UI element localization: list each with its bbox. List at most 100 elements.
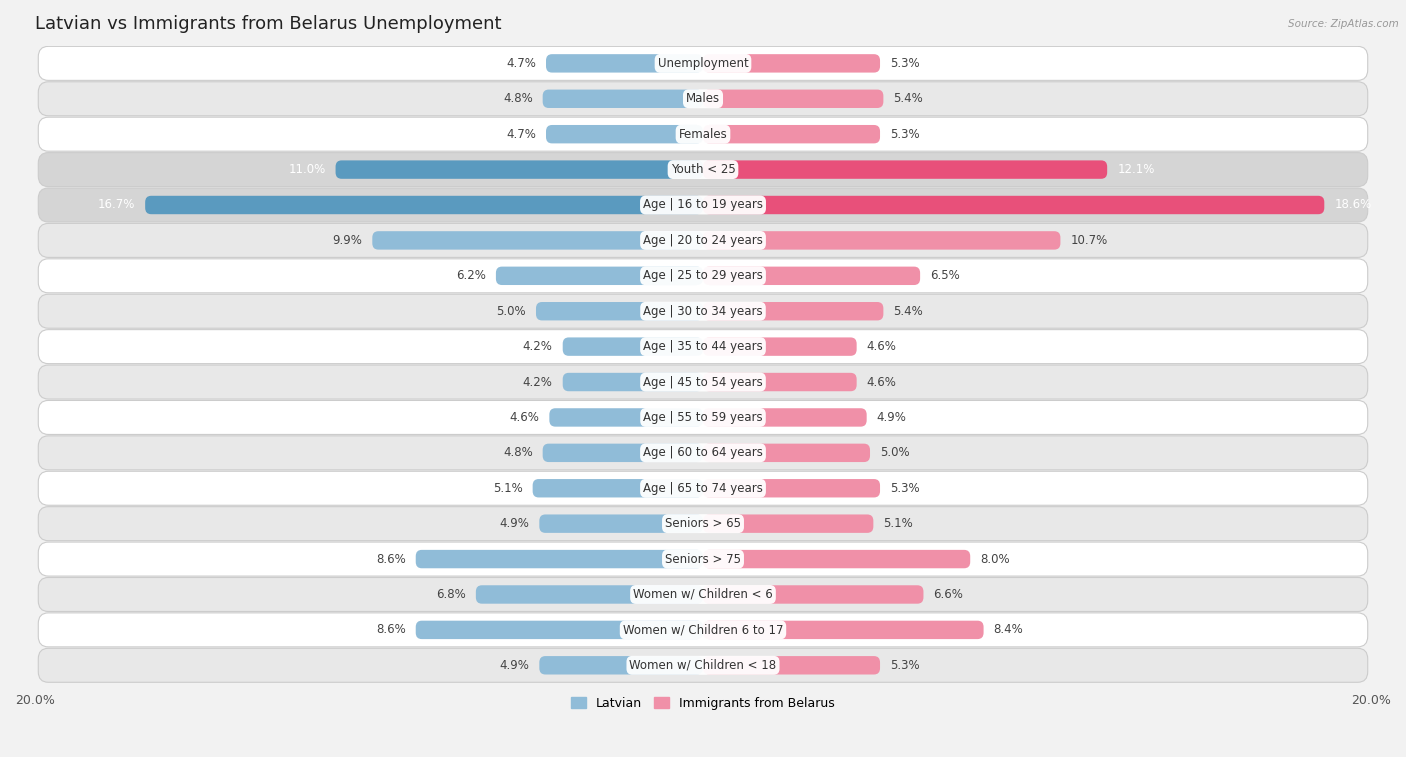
FancyBboxPatch shape bbox=[336, 160, 703, 179]
FancyBboxPatch shape bbox=[38, 82, 1368, 116]
Text: 10.7%: 10.7% bbox=[1070, 234, 1108, 247]
Text: 5.3%: 5.3% bbox=[890, 481, 920, 495]
FancyBboxPatch shape bbox=[703, 408, 866, 427]
Text: 8.6%: 8.6% bbox=[375, 553, 406, 565]
Text: 5.0%: 5.0% bbox=[880, 447, 910, 459]
FancyBboxPatch shape bbox=[546, 55, 703, 73]
Text: 5.1%: 5.1% bbox=[883, 517, 912, 530]
FancyBboxPatch shape bbox=[38, 648, 1368, 682]
FancyBboxPatch shape bbox=[38, 117, 1368, 151]
Text: Women w/ Children < 6: Women w/ Children < 6 bbox=[633, 588, 773, 601]
Text: 4.6%: 4.6% bbox=[866, 340, 897, 353]
Text: 4.2%: 4.2% bbox=[523, 340, 553, 353]
FancyBboxPatch shape bbox=[703, 338, 856, 356]
FancyBboxPatch shape bbox=[38, 153, 1368, 186]
Text: 5.3%: 5.3% bbox=[890, 57, 920, 70]
FancyBboxPatch shape bbox=[550, 408, 703, 427]
FancyBboxPatch shape bbox=[38, 472, 1368, 505]
Text: 4.7%: 4.7% bbox=[506, 57, 536, 70]
Text: 6.6%: 6.6% bbox=[934, 588, 963, 601]
Text: 6.5%: 6.5% bbox=[931, 269, 960, 282]
Legend: Latvian, Immigrants from Belarus: Latvian, Immigrants from Belarus bbox=[565, 692, 841, 715]
Text: 8.0%: 8.0% bbox=[980, 553, 1010, 565]
FancyBboxPatch shape bbox=[38, 506, 1368, 540]
Text: Age | 25 to 29 years: Age | 25 to 29 years bbox=[643, 269, 763, 282]
Text: Women w/ Children < 18: Women w/ Children < 18 bbox=[630, 659, 776, 671]
Text: 5.0%: 5.0% bbox=[496, 305, 526, 318]
Text: 6.2%: 6.2% bbox=[456, 269, 486, 282]
Text: 4.6%: 4.6% bbox=[509, 411, 540, 424]
FancyBboxPatch shape bbox=[536, 302, 703, 320]
Text: 5.4%: 5.4% bbox=[893, 305, 924, 318]
Text: 4.9%: 4.9% bbox=[499, 659, 529, 671]
FancyBboxPatch shape bbox=[540, 656, 703, 674]
Text: 5.3%: 5.3% bbox=[890, 659, 920, 671]
Text: Seniors > 75: Seniors > 75 bbox=[665, 553, 741, 565]
FancyBboxPatch shape bbox=[38, 542, 1368, 576]
FancyBboxPatch shape bbox=[703, 231, 1060, 250]
Text: Age | 35 to 44 years: Age | 35 to 44 years bbox=[643, 340, 763, 353]
Text: 4.6%: 4.6% bbox=[866, 375, 897, 388]
FancyBboxPatch shape bbox=[145, 196, 703, 214]
Text: 5.3%: 5.3% bbox=[890, 128, 920, 141]
FancyBboxPatch shape bbox=[38, 188, 1368, 222]
FancyBboxPatch shape bbox=[533, 479, 703, 497]
Text: Latvian vs Immigrants from Belarus Unemployment: Latvian vs Immigrants from Belarus Unemp… bbox=[35, 15, 502, 33]
FancyBboxPatch shape bbox=[703, 550, 970, 569]
FancyBboxPatch shape bbox=[703, 89, 883, 108]
Text: 12.1%: 12.1% bbox=[1118, 163, 1154, 176]
FancyBboxPatch shape bbox=[543, 444, 703, 462]
FancyBboxPatch shape bbox=[703, 621, 984, 639]
FancyBboxPatch shape bbox=[373, 231, 703, 250]
FancyBboxPatch shape bbox=[416, 621, 703, 639]
Text: 4.8%: 4.8% bbox=[503, 92, 533, 105]
Text: 4.2%: 4.2% bbox=[523, 375, 553, 388]
FancyBboxPatch shape bbox=[38, 436, 1368, 470]
Text: Source: ZipAtlas.com: Source: ZipAtlas.com bbox=[1288, 19, 1399, 29]
Text: Age | 45 to 54 years: Age | 45 to 54 years bbox=[643, 375, 763, 388]
FancyBboxPatch shape bbox=[703, 373, 856, 391]
Text: 4.8%: 4.8% bbox=[503, 447, 533, 459]
FancyBboxPatch shape bbox=[38, 400, 1368, 435]
FancyBboxPatch shape bbox=[38, 294, 1368, 329]
FancyBboxPatch shape bbox=[703, 266, 920, 285]
FancyBboxPatch shape bbox=[38, 365, 1368, 399]
Text: Age | 60 to 64 years: Age | 60 to 64 years bbox=[643, 447, 763, 459]
Text: Age | 65 to 74 years: Age | 65 to 74 years bbox=[643, 481, 763, 495]
FancyBboxPatch shape bbox=[38, 613, 1368, 647]
Text: Males: Males bbox=[686, 92, 720, 105]
Text: Seniors > 65: Seniors > 65 bbox=[665, 517, 741, 530]
Text: 5.4%: 5.4% bbox=[893, 92, 924, 105]
FancyBboxPatch shape bbox=[562, 338, 703, 356]
Text: 18.6%: 18.6% bbox=[1334, 198, 1372, 211]
FancyBboxPatch shape bbox=[475, 585, 703, 603]
FancyBboxPatch shape bbox=[703, 125, 880, 143]
Text: 9.9%: 9.9% bbox=[332, 234, 363, 247]
FancyBboxPatch shape bbox=[703, 515, 873, 533]
Text: Youth < 25: Youth < 25 bbox=[671, 163, 735, 176]
Text: 4.7%: 4.7% bbox=[506, 128, 536, 141]
Text: Age | 55 to 59 years: Age | 55 to 59 years bbox=[643, 411, 763, 424]
FancyBboxPatch shape bbox=[546, 125, 703, 143]
Text: 11.0%: 11.0% bbox=[288, 163, 326, 176]
FancyBboxPatch shape bbox=[38, 259, 1368, 293]
FancyBboxPatch shape bbox=[703, 160, 1107, 179]
Text: Unemployment: Unemployment bbox=[658, 57, 748, 70]
FancyBboxPatch shape bbox=[496, 266, 703, 285]
Text: 16.7%: 16.7% bbox=[98, 198, 135, 211]
FancyBboxPatch shape bbox=[703, 656, 880, 674]
Text: Age | 30 to 34 years: Age | 30 to 34 years bbox=[643, 305, 763, 318]
Text: 5.1%: 5.1% bbox=[494, 481, 523, 495]
FancyBboxPatch shape bbox=[38, 223, 1368, 257]
FancyBboxPatch shape bbox=[543, 89, 703, 108]
Text: Age | 16 to 19 years: Age | 16 to 19 years bbox=[643, 198, 763, 211]
Text: 6.8%: 6.8% bbox=[436, 588, 465, 601]
Text: 8.4%: 8.4% bbox=[994, 623, 1024, 637]
FancyBboxPatch shape bbox=[703, 585, 924, 603]
FancyBboxPatch shape bbox=[703, 55, 880, 73]
FancyBboxPatch shape bbox=[562, 373, 703, 391]
FancyBboxPatch shape bbox=[38, 578, 1368, 612]
FancyBboxPatch shape bbox=[703, 479, 880, 497]
FancyBboxPatch shape bbox=[38, 329, 1368, 363]
FancyBboxPatch shape bbox=[703, 196, 1324, 214]
